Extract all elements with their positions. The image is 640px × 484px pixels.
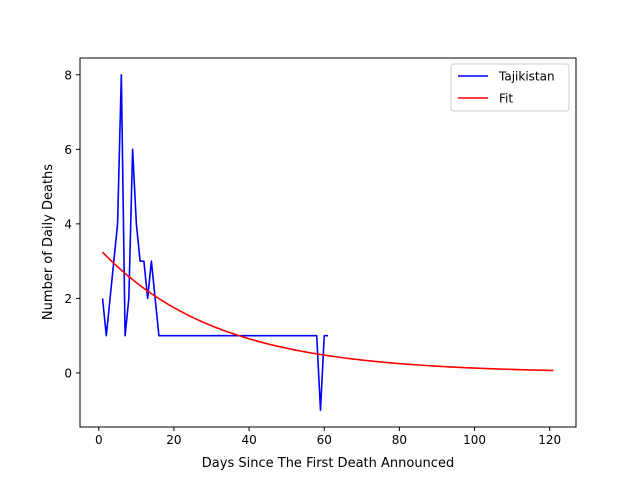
x-axis-label: Days Since The First Death Announced (202, 456, 454, 471)
y-tick-label: 4 (64, 217, 72, 231)
x-tick-label: 100 (463, 433, 486, 447)
y-tick-label: 2 (64, 292, 72, 306)
x-tick-label: 80 (392, 433, 407, 447)
y-axis-ticks: 0 2 4 6 8 (64, 68, 80, 380)
x-tick-label: 0 (95, 433, 103, 447)
y-tick-label: 6 (64, 143, 72, 157)
legend-label-tajikistan: Tajikistan (498, 70, 555, 84)
x-axis-ticks: 0 20 40 60 80 100 120 (95, 427, 561, 447)
y-axis-label: Number of Daily Deaths (41, 164, 56, 320)
plot-frame (79, 57, 577, 428)
x-tick-label: 40 (241, 433, 256, 447)
series-line-tajikistan (101, 73, 328, 412)
plot-area (80, 58, 576, 427)
x-tick-label: 120 (538, 433, 561, 447)
legend: Tajikistan Fit (450, 63, 570, 112)
series-layer (101, 73, 554, 412)
series-line-fit (101, 251, 554, 372)
x-tick-label: 20 (166, 433, 181, 447)
y-tick-label: 8 (64, 68, 72, 82)
x-tick-label: 60 (317, 433, 332, 447)
y-tick-label: 0 (64, 366, 72, 380)
legend-label-fit: Fit (499, 92, 513, 106)
